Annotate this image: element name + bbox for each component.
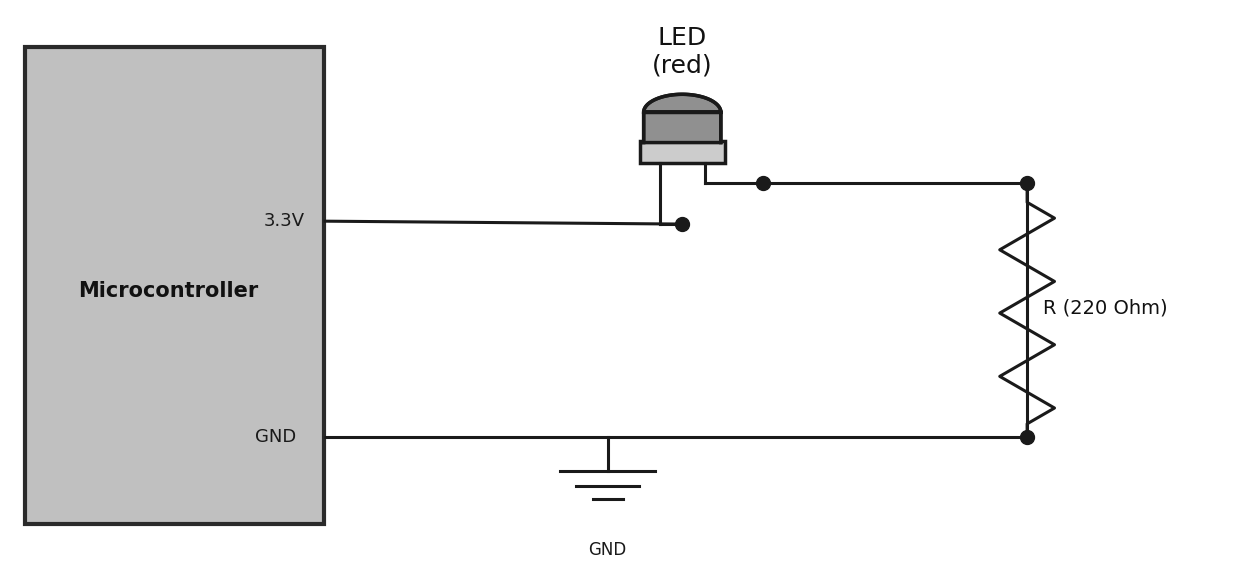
Text: R (220 Ohm): R (220 Ohm) [1043,299,1168,318]
Bar [640,141,725,163]
Point [1017,432,1037,441]
Point [1017,179,1037,188]
Text: GND: GND [589,541,626,559]
Text: Microcontroller: Microcontroller [78,281,258,301]
Point [672,219,692,229]
Text: GND: GND [255,428,296,445]
Text: 3.3V: 3.3V [264,212,305,230]
Point [753,179,773,188]
FancyBboxPatch shape [25,47,324,524]
Text: LED
(red): LED (red) [652,26,712,78]
Polygon shape [644,94,721,143]
